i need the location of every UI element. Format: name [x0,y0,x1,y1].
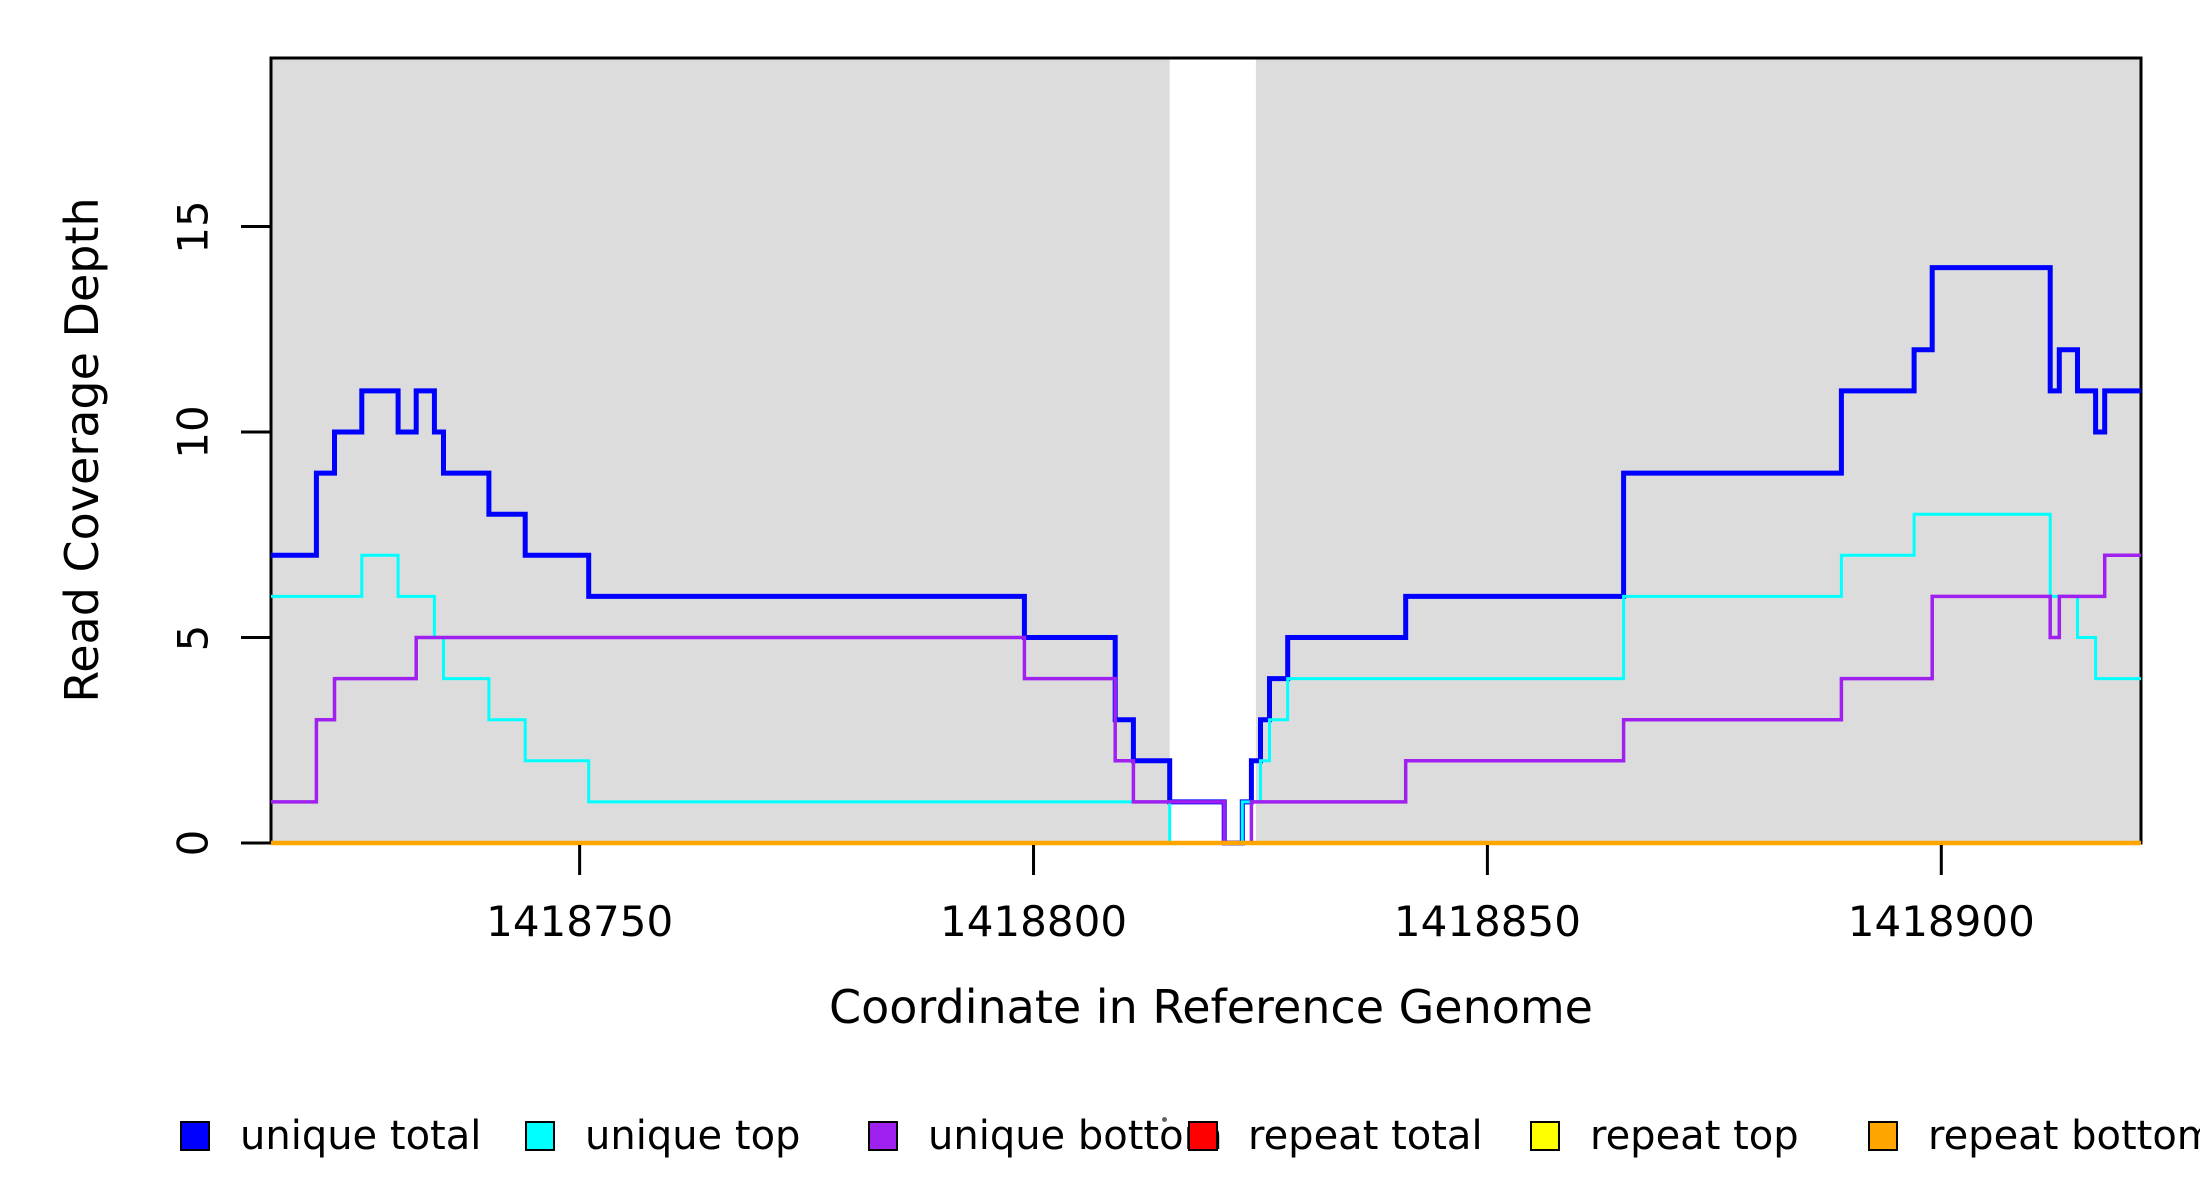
legend-label: repeat total [1248,1113,1483,1159]
repeat-bottom-swatch [1868,1121,1898,1151]
y-tick-label: 15 [168,199,218,254]
y-tick-label: 10 [168,405,218,459]
legend-item-repeat-bottom: repeat bottom [1868,1113,2200,1159]
stray-dot-artifact [1162,1117,1167,1122]
covered-region [271,58,1170,843]
covered-region [1255,58,2141,843]
y-tick-label: 5 [168,624,218,651]
series-line-unique-bottom [271,553,2141,845]
x-axis-title: Coordinate in Reference Genome [829,980,1593,1034]
unique-bottom-swatch [868,1121,898,1151]
unique-top-swatch [525,1121,555,1151]
repeat-top-swatch [1530,1121,1560,1151]
x-tick-label: 1418900 [1847,897,2035,946]
unique-total-swatch [180,1121,210,1151]
x-tick-label: 1418850 [1393,897,1581,946]
repeat-total-swatch [1188,1121,1218,1151]
legend-item-unique-total: unique total [180,1113,482,1159]
legend-label: unique bottom [928,1113,1223,1159]
legend-label: repeat bottom [1928,1113,2200,1159]
legend-item-unique-bottom: unique bottom [868,1113,1223,1159]
y-axis-title: Read Coverage Depth [55,197,109,703]
legend-label: repeat top [1590,1113,1799,1159]
legend-label: unique top [585,1113,801,1159]
legend-item-unique-top: unique top [525,1113,801,1159]
legend-label: unique total [240,1113,482,1159]
x-tick-label: 1418750 [486,897,674,946]
y-tick-label: 0 [168,829,218,857]
x-tick-label: 1418800 [939,897,1128,946]
legend-item-repeat-total: repeat total [1188,1113,1483,1159]
legend-item-repeat-top: repeat top [1530,1113,1799,1159]
